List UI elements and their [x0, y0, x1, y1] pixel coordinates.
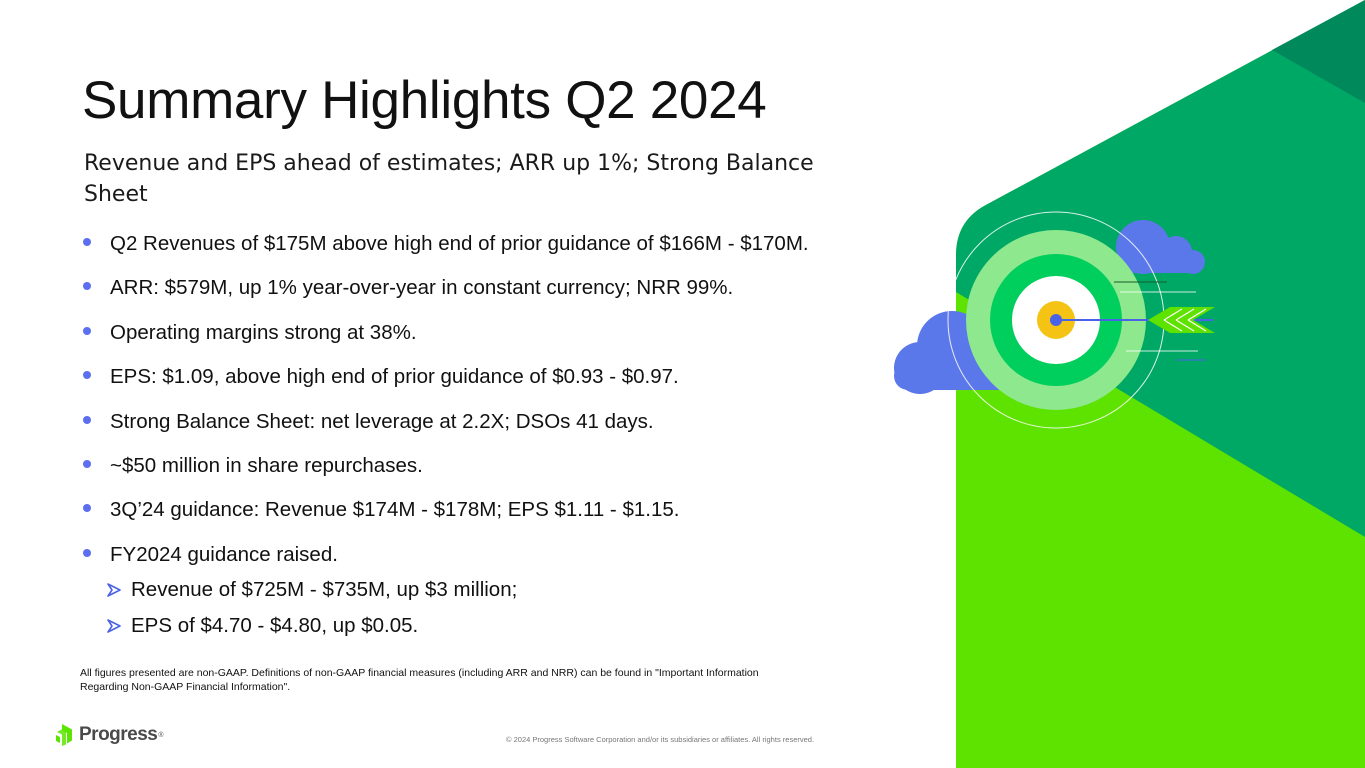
bullet-item: ~$50 million in share repurchases. [80, 450, 940, 494]
progress-logo-mark-icon [56, 724, 72, 746]
bullet-dot-icon [83, 326, 91, 335]
bullet-dot-icon [83, 459, 91, 468]
bullet-text: FY2024 guidance raised. [110, 542, 338, 566]
registered-mark: ® [158, 731, 164, 739]
arrow-icon [1050, 307, 1215, 333]
bullet-text: ARR: $579M, up 1% year-over-year in cons… [110, 276, 734, 300]
bullet-text: 3Q’24 guidance: Revenue $174M - $178M; E… [110, 498, 680, 522]
dark-green-corner-shape [1272, 0, 1365, 103]
bullet-text: ~$50 million in share repurchases. [110, 453, 423, 477]
bullet-item: EPS: $1.09, above high end of prior guid… [80, 361, 940, 405]
arrowhead-bullet-icon [107, 583, 121, 597]
bullet-dot-icon [83, 504, 91, 513]
progress-logo: Progress ® [56, 722, 164, 748]
bullet-item: FY2024 guidance raised. [80, 539, 940, 583]
bullet-text: EPS: $1.09, above high end of prior guid… [110, 365, 679, 389]
bullet-item: ARR: $579M, up 1% year-over-year in cons… [80, 272, 940, 316]
arrowhead-bullet-icon [107, 619, 121, 633]
bullet-dot-icon [83, 282, 91, 291]
sub-bullet-item: EPS of $4.70 - $4.80, up $0.05. [106, 610, 517, 646]
bullet-text: Strong Balance Sheet: net leverage at 2.… [110, 409, 654, 433]
footnote: All figures presented are non-GAAP. Defi… [80, 667, 759, 693]
bullet-item: Strong Balance Sheet: net leverage at 2.… [80, 406, 940, 450]
slide-title: Summary Highlights Q2 2024 [82, 71, 767, 130]
bullet-text: Q2 Revenues of $175M above high end of p… [110, 232, 809, 255]
bullet-dot-icon [83, 415, 91, 424]
bullet-dot-icon [83, 548, 91, 557]
logo-wordmark: Progress [79, 724, 158, 745]
bullet-text: Operating margins strong at 38%. [110, 320, 417, 344]
sub-bullet-list: Revenue of $725M - $735M, up $3 million;… [106, 574, 517, 646]
bullet-dot-icon [83, 371, 91, 380]
slide-subtitle: Revenue and EPS ahead of estimates; ARR … [84, 151, 814, 207]
sub-bullet-item: Revenue of $725M - $735M, up $3 million; [106, 574, 517, 610]
bullet-list: Q2 Revenues of $175M above high end of p… [80, 228, 940, 583]
bullet-dot-icon [83, 238, 91, 246]
copyright-notice: © 2024 Progress Software Corporation and… [506, 735, 815, 744]
bullet-item: Operating margins strong at 38%. [80, 317, 940, 361]
sub-bullet-text: EPS of $4.70 - $4.80, up $0.05. [131, 614, 419, 637]
decorative-target-graphic [894, 0, 1365, 768]
sub-bullet-text: Revenue of $725M - $735M, up $3 million; [131, 578, 518, 601]
cloud-icon [1116, 220, 1205, 274]
bullet-item: Q2 Revenues of $175M above high end of p… [80, 228, 940, 272]
motion-lines [1114, 281, 1206, 361]
bullet-item: 3Q’24 guidance: Revenue $174M - $178M; E… [80, 494, 940, 538]
